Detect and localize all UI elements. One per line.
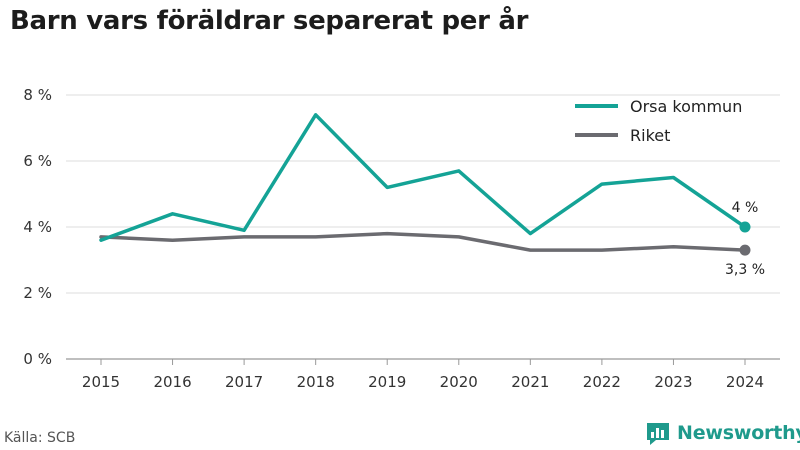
y-tick-label: 8 % xyxy=(23,86,52,104)
y-tick-label: 0 % xyxy=(23,350,52,368)
y-tick-label: 4 % xyxy=(23,218,52,236)
x-tick-label: 2023 xyxy=(654,373,692,391)
grid-lines xyxy=(66,94,780,360)
end-point-riket xyxy=(739,244,751,256)
x-tick-label: 2015 xyxy=(82,373,120,391)
end-labels: 4 % 3,3 % xyxy=(725,200,765,278)
x-tick-label: 2016 xyxy=(153,373,191,391)
series-line-orsa-kommun xyxy=(99,113,747,242)
x-tick-label: 2022 xyxy=(583,373,621,391)
series-lines xyxy=(99,113,747,252)
end-value-label: 3,3 % xyxy=(725,262,765,278)
x-tick-label: 2024 xyxy=(726,373,764,391)
x-tick-label: 2019 xyxy=(368,373,406,391)
legend: Orsa kommun Riket xyxy=(575,97,742,145)
y-tick-label: 6 % xyxy=(23,152,52,170)
x-tick-label: 2018 xyxy=(297,373,335,391)
x-tick-label: 2021 xyxy=(511,373,549,391)
brand-name: Newsworthy xyxy=(677,422,800,444)
end-point-orsa-kommun xyxy=(739,221,751,233)
x-axis-ticks: 2015 2016 2017 2018 2019 2020 2021 2022 2023 2024 xyxy=(82,359,764,391)
y-axis-ticks: 0 % 2 % 4 % 6 % 8 % xyxy=(23,86,52,368)
x-tick-label: 2017 xyxy=(225,373,263,391)
legend-label: Riket xyxy=(630,126,670,145)
brand-logo: Newsworthy xyxy=(645,420,800,446)
end-value-label: 4 % xyxy=(732,200,759,216)
legend-label: Orsa kommun xyxy=(630,97,742,116)
newsworthy-logo-icon xyxy=(647,423,669,445)
x-tick-label: 2020 xyxy=(440,373,478,391)
chart-title: Barn vars föräldrar separerat per år xyxy=(10,6,529,36)
source-note: Källa: SCB xyxy=(4,430,76,446)
y-tick-label: 2 % xyxy=(23,284,52,302)
series-end-points xyxy=(739,221,751,256)
series-line-riket xyxy=(99,231,747,252)
